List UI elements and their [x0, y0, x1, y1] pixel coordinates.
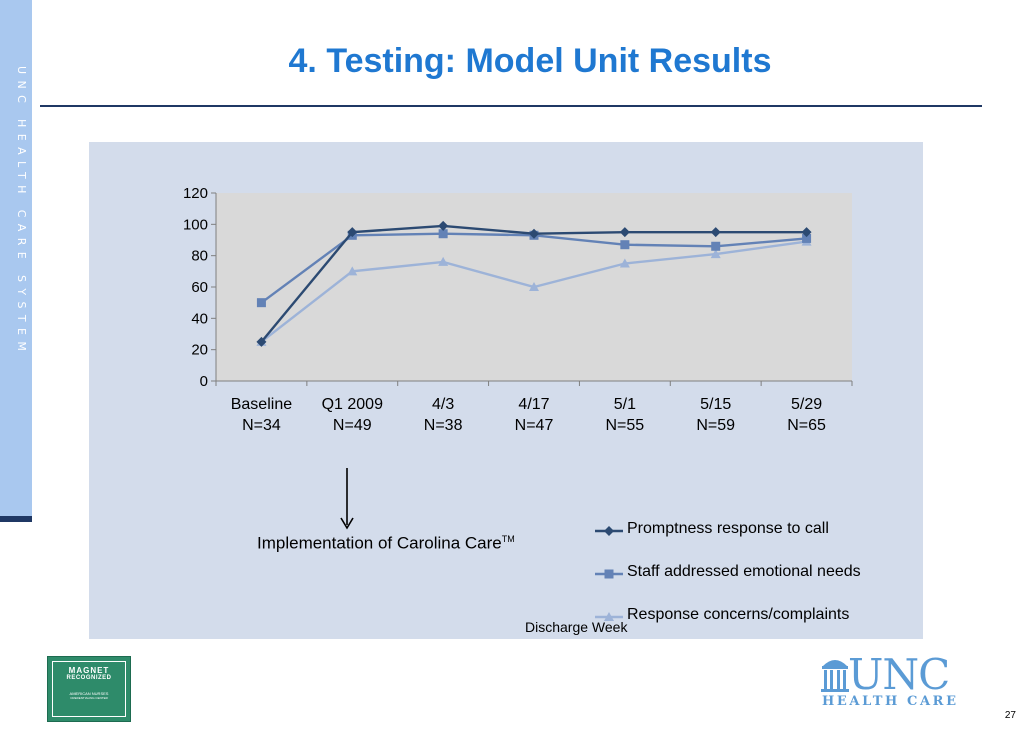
x-tick-label: 5/15 — [700, 396, 731, 413]
data-point-triangle — [347, 266, 358, 276]
data-point-diamond — [801, 227, 812, 238]
data-point-triangle — [710, 249, 721, 259]
x-tick-sample-size: N=49 — [333, 417, 372, 434]
unc-logo-text: UNC — [848, 650, 950, 699]
implementation-annotation: Implementation of Carolina CareTM — [257, 528, 517, 555]
y-tick-label: 120 — [183, 185, 208, 202]
data-point-square — [711, 241, 721, 251]
data-point-diamond — [529, 228, 539, 239]
x-tick-label: Baseline — [231, 396, 292, 413]
legend-item: Response concerns/complaints — [594, 606, 861, 649]
x-tick-sample-size: N=34 — [242, 417, 281, 434]
data-point-square — [256, 298, 266, 308]
y-tick-label: 60 — [191, 279, 208, 296]
magnet-line-2: RECOGNIZED — [66, 675, 112, 681]
legend-label: Response concerns/complaints — [627, 606, 850, 623]
x-tick-label: 5/29 — [791, 396, 822, 413]
magnet-line-1: MAGNET — [68, 666, 110, 675]
chart-area: 0 20 40 60 80 100 120 Baseline N=34 Q1 2009 N=49 4/… — [89, 142, 923, 639]
slide-title: 4. Testing: Model Unit Results — [288, 42, 772, 80]
magnet-recognized-logo: MAGNET RECOGNIZED AMERICAN NURSES CREDEN… — [47, 656, 131, 722]
x-tick-label: 4/17 — [518, 396, 549, 413]
data-point-diamond — [347, 227, 358, 238]
data-point-diamond — [256, 336, 267, 347]
y-tick-label: 20 — [191, 342, 208, 359]
side-bar: UNC HEALTH CARE SYSTEM — [0, 0, 32, 520]
data-point-triangle — [438, 256, 449, 266]
data-point-diamond — [710, 227, 721, 238]
y-tick-label: 80 — [191, 248, 208, 265]
data-point-triangle — [619, 258, 630, 268]
side-bar-text: UNC HEALTH CARE SYSTEM — [15, 66, 28, 358]
title-divider — [40, 105, 982, 107]
x-tick-sample-size: N=55 — [606, 417, 645, 434]
legend-label: Staff addressed emotional needs — [627, 563, 861, 580]
health-care-logo-text: HEALTH CARE — [822, 694, 959, 709]
data-point-diamond — [438, 220, 449, 231]
legend-item: Promptness response to call — [594, 520, 861, 563]
x-tick-label: 4/3 — [432, 396, 454, 413]
x-axis-title: Discharge Week — [525, 619, 628, 635]
x-tick-sample-size: N=38 — [424, 417, 463, 434]
data-point-square — [620, 240, 630, 250]
old-well-icon — [821, 660, 849, 692]
x-tick-sample-size: N=59 — [696, 417, 735, 434]
y-tick-label: 100 — [183, 216, 208, 233]
implementation-text: Implementation of Carolina Care — [257, 533, 502, 553]
unc-health-care-logo: UNC HEALTH CARE — [818, 650, 983, 714]
data-point-square — [438, 229, 448, 239]
x-tick-label: 5/1 — [614, 396, 636, 413]
legend-item: Staff addressed emotional needs — [594, 563, 861, 606]
legend-label: Promptness response to call — [627, 520, 829, 537]
y-tick-label: 0 — [200, 373, 208, 390]
x-tick-sample-size: N=47 — [515, 417, 554, 434]
legend-swatch-square — [595, 569, 623, 579]
down-arrow-icon — [340, 468, 354, 530]
trademark-mark: TM — [501, 534, 515, 544]
page-number: 27 — [1004, 710, 1016, 721]
side-bar-cap — [0, 516, 32, 522]
magnet-line-4: CREDENTIALING CENTER — [70, 696, 108, 700]
data-point-diamond — [619, 227, 630, 238]
x-tick-sample-size: N=65 — [787, 417, 826, 434]
chart-legend: Promptness response to call Staff address… — [594, 520, 861, 649]
legend-swatch-triangle — [595, 612, 623, 621]
data-point-square — [802, 233, 812, 243]
magnet-line-3: AMERICAN NURSES — [69, 691, 109, 696]
y-tick-label: 40 — [191, 310, 208, 327]
legend-swatch-diamond — [595, 526, 623, 536]
data-point-triangle — [529, 282, 539, 291]
line-chart: 0 20 40 60 80 100 120 Baseline N=34 Q1 2009 N=49 4/… — [183, 185, 853, 434]
x-tick-label: Q1 2009 — [322, 396, 383, 413]
